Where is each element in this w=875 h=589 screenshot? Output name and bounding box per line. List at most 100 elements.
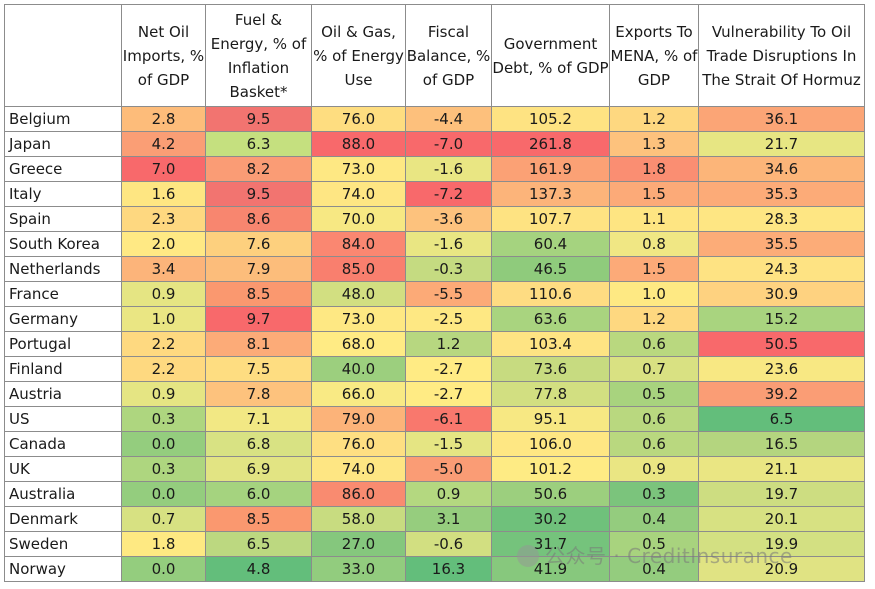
heatmap-cell: 8.5 <box>205 281 312 307</box>
heatmap-cell: 34.6 <box>698 156 865 182</box>
table-row: Spain 2.3 8.6 70.0 -3.6 107.7 1.1 28.3 <box>4 206 865 232</box>
heatmap-cell: 21.1 <box>698 456 865 482</box>
heatmap-cell: 41.9 <box>491 556 610 582</box>
country-label: Finland <box>4 356 122 382</box>
country-label: South Korea <box>4 231 122 257</box>
heatmap-cell: 7.0 <box>121 156 206 182</box>
heatmap-cell: 1.5 <box>609 256 699 282</box>
heatmap-cell: 0.7 <box>121 506 206 532</box>
heatmap-cell: 27.0 <box>311 531 406 557</box>
heatmap-cell: 30.2 <box>491 506 610 532</box>
heatmap-cell: 3.4 <box>121 256 206 282</box>
heatmap-cell: 4.8 <box>205 556 312 582</box>
heatmap-cell: 8.1 <box>205 331 312 357</box>
heatmap-body: Belgium 2.8 9.5 76.0 -4.4 105.2 1.2 36.1 Japan 4.… <box>4 106 865 582</box>
heatmap-cell: -2.7 <box>405 356 492 382</box>
heatmap-cell: 35.5 <box>698 231 865 257</box>
heatmap-cell: 33.0 <box>311 556 406 582</box>
heatmap-cell: 103.4 <box>491 331 610 357</box>
heatmap-cell: 101.2 <box>491 456 610 482</box>
heatmap-cell: 19.7 <box>698 481 865 507</box>
heatmap-cell: 1.5 <box>609 181 699 207</box>
heatmap-cell: 1.0 <box>609 281 699 307</box>
table-row: US 0.3 7.1 79.0 -6.1 95.1 0.6 6.5 <box>4 406 865 432</box>
heatmap-cell: 16.5 <box>698 431 865 457</box>
heatmap-cell: 1.1 <box>609 206 699 232</box>
table-row: Belgium 2.8 9.5 76.0 -4.4 105.2 1.2 36.1 <box>4 106 865 132</box>
heatmap-cell: 73.0 <box>311 156 406 182</box>
heatmap-cell: 7.1 <box>205 406 312 432</box>
heatmap-cell: -6.1 <box>405 406 492 432</box>
heatmap-cell: 1.0 <box>121 306 206 332</box>
heatmap-cell: 0.4 <box>609 556 699 582</box>
heatmap-cell: 31.7 <box>491 531 610 557</box>
heatmap-cell: 48.0 <box>311 281 406 307</box>
heatmap-cell: 9.5 <box>205 106 312 132</box>
heatmap-cell: 76.0 <box>311 106 406 132</box>
heatmap-cell: 60.4 <box>491 231 610 257</box>
heatmap-cell: 19.9 <box>698 531 865 557</box>
heatmap-cell: 261.8 <box>491 131 610 157</box>
heatmap-cell: -0.6 <box>405 531 492 557</box>
heatmap-cell: 66.0 <box>311 381 406 407</box>
heatmap-cell: 8.2 <box>205 156 312 182</box>
heatmap-cell: 0.0 <box>121 481 206 507</box>
country-label: Austria <box>4 381 122 407</box>
heatmap-cell: -3.6 <box>405 206 492 232</box>
heatmap-cell: 0.0 <box>121 556 206 582</box>
heatmap-cell: 74.0 <box>311 456 406 482</box>
heatmap-cell: 0.5 <box>609 531 699 557</box>
heatmap-cell: -5.5 <box>405 281 492 307</box>
heatmap-cell: 0.9 <box>121 381 206 407</box>
table-row: South Korea 2.0 7.6 84.0 -1.6 60.4 0.8 35.5 <box>4 231 865 257</box>
heatmap-cell: 0.6 <box>609 331 699 357</box>
heatmap-cell: 74.0 <box>311 181 406 207</box>
heatmap-cell: 20.1 <box>698 506 865 532</box>
heatmap-cell: 76.0 <box>311 431 406 457</box>
heatmap-cell: 9.7 <box>205 306 312 332</box>
heatmap-cell: 21.7 <box>698 131 865 157</box>
heatmap-cell: 40.0 <box>311 356 406 382</box>
heatmap-cell: 0.7 <box>609 356 699 382</box>
corner-cell <box>4 4 122 107</box>
table-row: Finland 2.2 7.5 40.0 -2.7 73.6 0.7 23.6 <box>4 356 865 382</box>
heatmap-cell: -4.4 <box>405 106 492 132</box>
table-row: Netherlands 3.4 7.9 85.0 -0.3 46.5 1.5 24.3 <box>4 256 865 282</box>
heatmap-cell: 88.0 <box>311 131 406 157</box>
heatmap-cell: -1.6 <box>405 231 492 257</box>
heatmap-cell: 1.3 <box>609 131 699 157</box>
heatmap-cell: 58.0 <box>311 506 406 532</box>
heatmap-cell: 46.5 <box>491 256 610 282</box>
heatmap-cell: 1.6 <box>121 181 206 207</box>
heatmap-cell: 9.5 <box>205 181 312 207</box>
heatmap-cell: 36.1 <box>698 106 865 132</box>
heatmap-cell: 6.3 <box>205 131 312 157</box>
heatmap-cell: 6.8 <box>205 431 312 457</box>
country-label: Japan <box>4 131 122 157</box>
heatmap-cell: 137.3 <box>491 181 610 207</box>
heatmap-cell: 0.6 <box>609 406 699 432</box>
column-header: Fuel & Energy, % of Inflation Basket* <box>205 4 312 107</box>
heatmap-cell: 0.3 <box>609 481 699 507</box>
heatmap-cell: 63.6 <box>491 306 610 332</box>
column-header: Oil & Gas, % of Energy Use <box>311 4 406 107</box>
country-label: Australia <box>4 481 122 507</box>
heatmap-cell: 39.2 <box>698 381 865 407</box>
column-header: Fiscal Balance, % of GDP <box>405 4 492 107</box>
heatmap-cell: 24.3 <box>698 256 865 282</box>
heatmap-cell: 95.1 <box>491 406 610 432</box>
heatmap-cell: 79.0 <box>311 406 406 432</box>
country-label: Norway <box>4 556 122 582</box>
heatmap-cell: 23.6 <box>698 356 865 382</box>
country-label: Belgium <box>4 106 122 132</box>
heatmap-cell: -2.7 <box>405 381 492 407</box>
table-row: Italy 1.6 9.5 74.0 -7.2 137.3 1.5 35.3 <box>4 181 865 207</box>
country-label: Denmark <box>4 506 122 532</box>
heatmap-cell: 0.9 <box>405 481 492 507</box>
heatmap-cell: 0.5 <box>609 381 699 407</box>
heatmap-cell: 16.3 <box>405 556 492 582</box>
heatmap-cell: 2.2 <box>121 331 206 357</box>
column-header: Exports To MENA, % of GDP <box>609 4 699 107</box>
heatmap-cell: 6.9 <box>205 456 312 482</box>
table-row: Canada 0.0 6.8 76.0 -1.5 106.0 0.6 16.5 <box>4 431 865 457</box>
